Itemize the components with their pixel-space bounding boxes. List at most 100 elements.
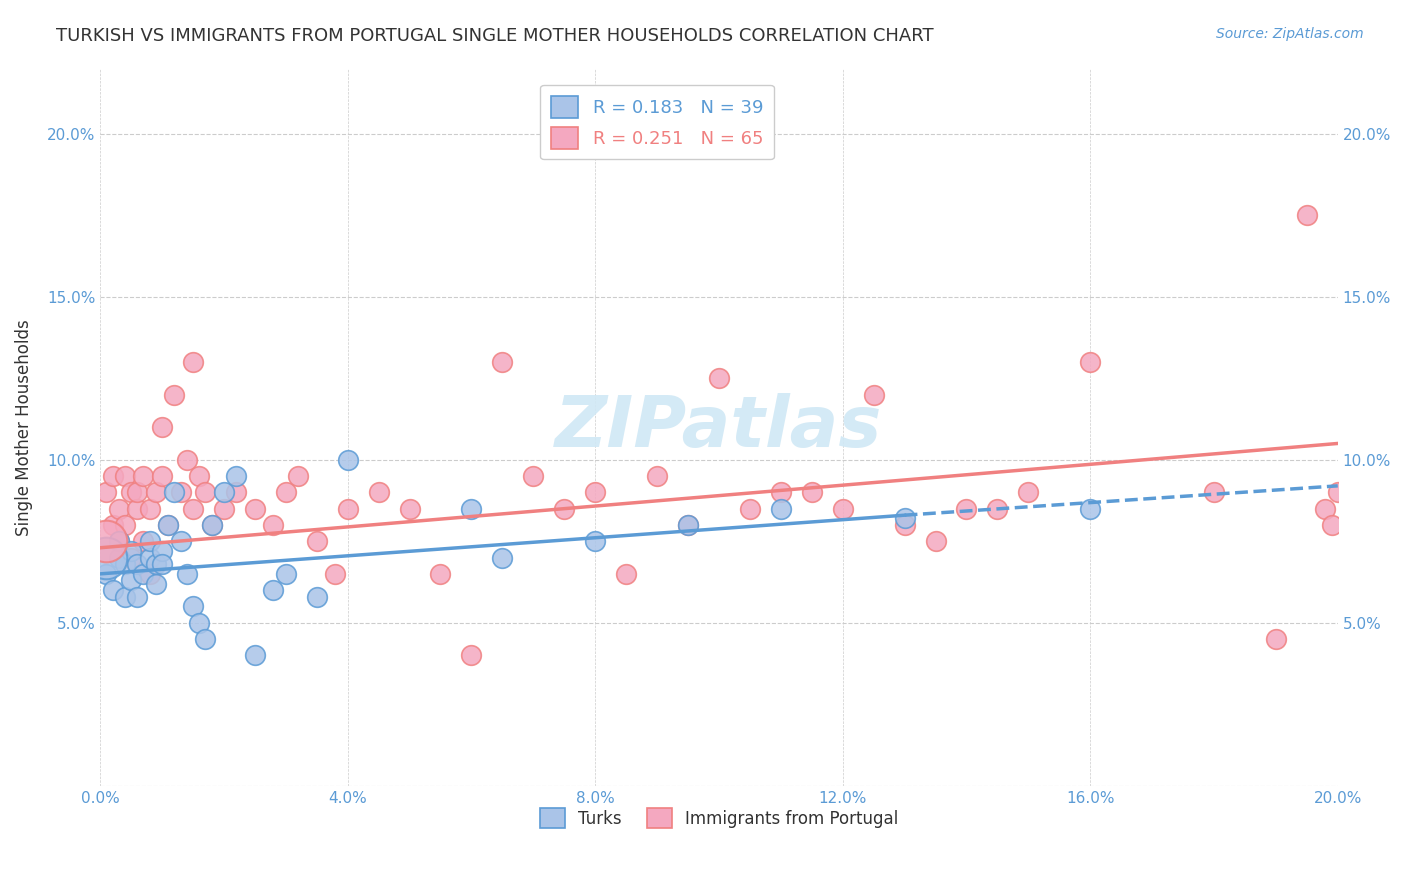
Point xyxy=(114,590,136,604)
Point xyxy=(188,469,211,483)
Point xyxy=(138,550,160,565)
Text: TURKISH VS IMMIGRANTS FROM PORTUGAL SINGLE MOTHER HOUSEHOLDS CORRELATION CHART: TURKISH VS IMMIGRANTS FROM PORTUGAL SING… xyxy=(56,27,934,45)
Point xyxy=(460,648,482,663)
Point xyxy=(120,574,142,588)
Point xyxy=(101,518,124,533)
Point xyxy=(225,469,247,483)
Point xyxy=(583,534,606,549)
Point xyxy=(225,485,247,500)
Point xyxy=(114,469,136,483)
Point xyxy=(157,518,180,533)
Point xyxy=(127,485,149,500)
Point xyxy=(150,420,173,434)
Point xyxy=(287,469,309,483)
Point xyxy=(176,566,198,581)
Point xyxy=(114,557,136,571)
Point xyxy=(138,501,160,516)
Point xyxy=(145,576,167,591)
Text: Source: ZipAtlas.com: Source: ZipAtlas.com xyxy=(1216,27,1364,41)
Point xyxy=(707,371,730,385)
Point xyxy=(96,566,118,581)
Point xyxy=(194,485,217,500)
Point xyxy=(181,599,204,614)
Point xyxy=(101,583,124,598)
Point xyxy=(769,485,792,500)
Point xyxy=(243,501,266,516)
Point xyxy=(262,583,284,598)
Point xyxy=(176,452,198,467)
Point xyxy=(738,501,761,516)
Legend: Turks, Immigrants from Portugal: Turks, Immigrants from Portugal xyxy=(533,801,905,835)
Point xyxy=(157,518,180,533)
Point xyxy=(831,501,853,516)
Point xyxy=(274,566,297,581)
Point xyxy=(127,590,149,604)
Point xyxy=(323,566,346,581)
Point xyxy=(367,485,389,500)
Point xyxy=(522,469,544,483)
Point xyxy=(1017,485,1039,500)
Point xyxy=(150,557,173,571)
Point xyxy=(583,485,606,500)
Point xyxy=(114,518,136,533)
Point xyxy=(107,534,129,549)
Point xyxy=(107,501,129,516)
Point xyxy=(893,511,915,525)
Point xyxy=(800,485,823,500)
Point xyxy=(120,550,142,565)
Point xyxy=(163,387,186,401)
Point xyxy=(188,615,211,630)
Point xyxy=(262,518,284,533)
Point xyxy=(491,550,513,565)
Point xyxy=(194,632,217,646)
Point xyxy=(243,648,266,663)
Point xyxy=(145,557,167,571)
Point xyxy=(163,485,186,500)
Point xyxy=(862,387,884,401)
Text: ZIPatlas: ZIPatlas xyxy=(555,392,883,462)
Point xyxy=(200,518,222,533)
Point xyxy=(96,534,118,549)
Point xyxy=(212,501,235,516)
Point xyxy=(1326,485,1348,500)
Point xyxy=(491,355,513,369)
Point xyxy=(181,501,204,516)
Point xyxy=(336,452,359,467)
Point xyxy=(645,469,668,483)
Point xyxy=(150,469,173,483)
Point xyxy=(1264,632,1286,646)
Point xyxy=(120,485,142,500)
Point xyxy=(676,518,699,533)
Point xyxy=(132,566,155,581)
Point xyxy=(132,534,155,549)
Point xyxy=(398,501,420,516)
Point xyxy=(1078,501,1101,516)
Point xyxy=(614,566,637,581)
Point xyxy=(138,534,160,549)
Point xyxy=(305,590,328,604)
Point xyxy=(1315,501,1337,516)
Point xyxy=(274,485,297,500)
Point xyxy=(181,355,204,369)
Point xyxy=(138,566,160,581)
Point xyxy=(212,485,235,500)
Point xyxy=(96,550,118,565)
Point xyxy=(336,501,359,516)
Point xyxy=(127,501,149,516)
Point xyxy=(460,501,482,516)
Point xyxy=(769,501,792,516)
Point xyxy=(924,534,946,549)
Point xyxy=(145,485,167,500)
Point xyxy=(200,518,222,533)
Point xyxy=(169,485,191,500)
Point xyxy=(986,501,1008,516)
Point xyxy=(127,557,149,571)
Point xyxy=(132,469,155,483)
Point xyxy=(1078,355,1101,369)
Point xyxy=(955,501,977,516)
Y-axis label: Single Mother Households: Single Mother Households xyxy=(15,318,32,535)
Point xyxy=(429,566,451,581)
Point xyxy=(107,534,129,549)
Point xyxy=(150,544,173,558)
Point xyxy=(1320,518,1343,533)
